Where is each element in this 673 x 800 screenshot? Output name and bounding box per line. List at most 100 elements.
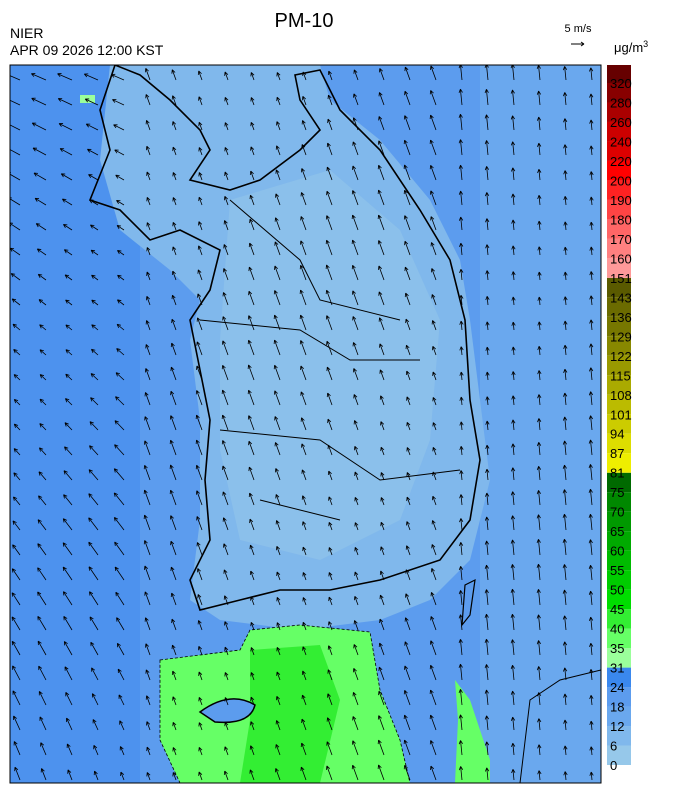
wind-arrow bbox=[511, 346, 516, 356]
wind-arrow bbox=[10, 99, 21, 106]
wind-arrow bbox=[65, 373, 73, 381]
wind-arrow bbox=[510, 664, 515, 681]
wind-arrow bbox=[144, 617, 151, 631]
colorbar-label: 35 bbox=[610, 641, 624, 656]
wind-arrow bbox=[13, 741, 21, 756]
wind-arrow bbox=[143, 464, 151, 481]
wind-arrow bbox=[12, 544, 21, 556]
wind-arrow bbox=[93, 744, 99, 756]
wind-arrow bbox=[404, 266, 411, 281]
wind-arrow bbox=[300, 192, 307, 206]
wind-arrow bbox=[115, 372, 125, 381]
wind-arrow bbox=[485, 371, 490, 381]
wind-arrow bbox=[484, 114, 489, 131]
wind-arrow bbox=[485, 346, 490, 356]
colorbar-label: 220 bbox=[610, 154, 632, 169]
wind-arrow bbox=[405, 569, 411, 581]
wind-arrow bbox=[562, 641, 568, 656]
wind-arrow bbox=[562, 92, 568, 106]
wind-arrow bbox=[379, 369, 385, 381]
wind-arrow bbox=[536, 466, 542, 481]
wind-arrow bbox=[198, 645, 203, 656]
wind-arrow bbox=[249, 769, 255, 781]
wind-arrow bbox=[224, 195, 229, 206]
colorbar-label: 115 bbox=[610, 368, 631, 383]
wind-arrow bbox=[326, 366, 333, 381]
wind-arrow bbox=[353, 93, 359, 106]
wind-arrow bbox=[31, 97, 47, 106]
wind-arrow bbox=[352, 342, 359, 356]
wind-arrow bbox=[301, 443, 307, 456]
wind-arrow bbox=[588, 464, 593, 481]
wind-arrow bbox=[378, 642, 385, 656]
wind-arrow bbox=[404, 641, 411, 656]
wind-arrow bbox=[511, 419, 516, 431]
wind-arrow bbox=[328, 621, 333, 631]
wind-arrow bbox=[589, 295, 594, 306]
wind-arrow bbox=[222, 465, 229, 481]
wind-arrow bbox=[588, 616, 594, 631]
wind-arrow bbox=[224, 171, 229, 181]
wind-arrow bbox=[250, 621, 255, 631]
wind-arrow bbox=[432, 447, 437, 456]
wind-arrow bbox=[301, 120, 307, 131]
wind-arrow bbox=[536, 539, 541, 556]
wind-arrow bbox=[325, 239, 333, 256]
colorbar-label: 18 bbox=[610, 700, 624, 715]
wind-arrow bbox=[63, 494, 73, 506]
wind-arrow bbox=[352, 117, 359, 131]
wind-arrow bbox=[116, 199, 125, 206]
wind-arrow bbox=[563, 144, 568, 156]
wind-arrow bbox=[170, 592, 177, 606]
wind-arrow bbox=[458, 740, 463, 756]
wind-arrow bbox=[299, 289, 307, 306]
wind-arrow bbox=[536, 514, 541, 531]
colorbar-segment bbox=[607, 258, 631, 278]
wind-arrow bbox=[380, 546, 385, 556]
wind-arrow bbox=[511, 742, 516, 756]
wind-arrow bbox=[144, 591, 151, 606]
wind-arrow bbox=[377, 764, 385, 781]
wind-arrow bbox=[62, 566, 73, 581]
wind-arrow bbox=[405, 344, 411, 356]
wind-arrow bbox=[327, 70, 333, 81]
wind-arrow bbox=[13, 423, 21, 431]
wind-arrow bbox=[66, 743, 73, 756]
wind-arrow bbox=[405, 545, 411, 556]
wind-arrow bbox=[66, 717, 73, 731]
wind-arrow bbox=[459, 445, 464, 456]
wind-arrow bbox=[406, 447, 411, 456]
wind-arrow bbox=[144, 416, 151, 431]
wind-arrow bbox=[431, 520, 437, 531]
wind-arrow bbox=[379, 343, 385, 356]
colorbar-segment bbox=[607, 102, 631, 122]
wind-arrow bbox=[146, 721, 151, 731]
wind-arrow bbox=[90, 249, 99, 256]
wind-arrow bbox=[31, 73, 47, 81]
colorbar-segment bbox=[607, 336, 631, 356]
wind-arrow bbox=[484, 166, 490, 181]
wind-arrow bbox=[563, 745, 568, 756]
wind-arrow bbox=[64, 274, 73, 281]
wind-arrow bbox=[459, 518, 464, 531]
wind-arrow bbox=[63, 616, 73, 631]
wind-arrow bbox=[169, 489, 177, 506]
wind-arrow bbox=[536, 692, 542, 706]
wind-arrow bbox=[458, 542, 464, 556]
wind-arrow bbox=[64, 446, 73, 456]
wind-arrow bbox=[34, 197, 47, 206]
wind-arrow bbox=[511, 395, 516, 406]
wind-arrow bbox=[511, 467, 516, 481]
wind-arrow bbox=[115, 591, 125, 606]
wind-arrow bbox=[484, 89, 489, 106]
colorbar-segment bbox=[607, 706, 631, 727]
wind-arrow bbox=[328, 521, 333, 531]
wind-arrow bbox=[327, 645, 333, 656]
wind-arrow bbox=[250, 596, 255, 606]
wind-arrow bbox=[146, 171, 151, 181]
wind-arrow bbox=[114, 541, 125, 556]
wind-arrow bbox=[563, 196, 568, 206]
wind-arrow bbox=[90, 397, 99, 406]
wind-arrow bbox=[589, 196, 594, 206]
